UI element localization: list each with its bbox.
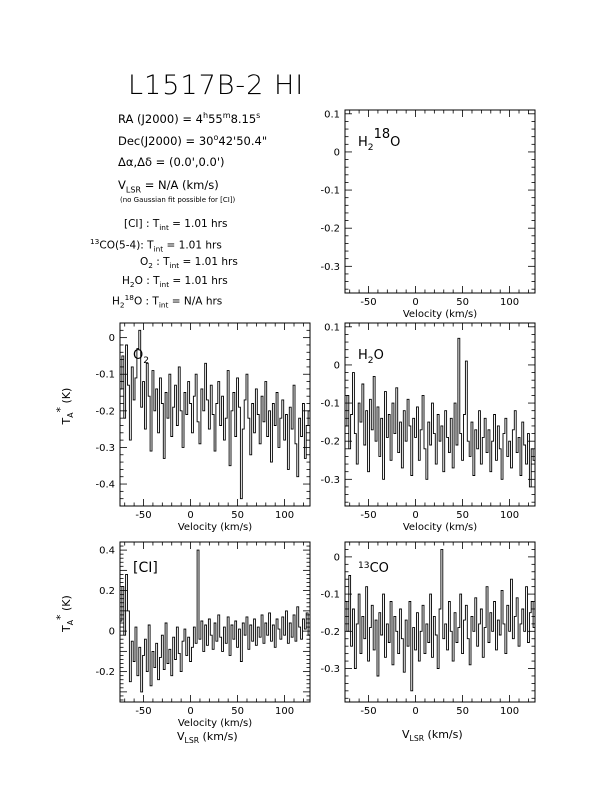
x-tick-label: 100 [275,510,294,521]
y-tick-label: -0.2 [320,437,340,448]
y-tick-label: -0.1 [320,399,340,410]
y-tick-label: -0.1 [95,370,115,381]
species-label: H2O [358,348,384,366]
x-axis-label: Velocity (km/s) [403,522,477,533]
x-axis-label: Velocity (km/s) [178,718,252,729]
y-tick-label: -0.3 [320,262,340,273]
x-tick-label: 50 [231,706,244,717]
panel-frame [119,322,311,507]
y-tick-label: 0 [334,360,340,371]
panel-frame [119,541,311,703]
y-tick-label: -0.2 [320,627,340,638]
x-tick-label: 100 [500,706,519,717]
panel-frame [344,322,536,507]
species-label: 13CO [358,561,389,576]
y-tick-label: 0.1 [324,322,340,333]
x-tick-label: 0 [187,706,193,717]
y-tick-label: -0.2 [95,667,115,678]
spectrum-line-h2o [345,337,535,488]
species-label: O2 [133,348,149,366]
species-label: H218O [358,127,400,153]
x-tick-label: 50 [456,706,469,717]
x-tick-label: 100 [275,706,294,717]
x-tick-label: 50 [456,297,469,308]
y-tick-label: 0 [109,627,115,638]
panel-frame [344,109,536,294]
panel-h218o: -50 0 50 100 0.1 0 -0.1 -0.2 -0.3 Velocity (km/s)… [320,109,536,320]
panel-o2: -50 0 50 100 0 -0.1 -0.2 -0.3 -0.4 Velocity (km/s… [54,322,311,533]
panel-13co: -50 0 50 100 0 -0.1 -0.2 -0.3 VLSR (km/s) 13CO [320,541,536,743]
spectrum-line-o2 [120,329,310,500]
x-tick-label: 50 [456,510,469,521]
y-axis-label: TA* (K) [54,595,75,633]
y-tick-label: 0 [334,147,340,158]
x-tick-label: 0 [187,510,193,521]
x-tick-label: -50 [135,510,151,521]
spectrum-line-ci [120,549,310,693]
x-axis-label: Velocity (km/s) [178,522,252,533]
x-tick-label: -50 [360,706,376,717]
y-tick-label: 0 [334,552,340,563]
x-tick-label: 0 [412,706,418,717]
x-tick-label: 0 [412,297,418,308]
y-tick-label: -0.3 [320,664,340,675]
y-tick-label: -0.4 [95,480,115,491]
x-tick-label: 0 [412,510,418,521]
panel-h2o: -50 0 50 100 0.1 0 -0.1 -0.2 -0.3 Velocity (km/s)… [320,322,536,533]
x-tick-label: -50 [360,510,376,521]
x-tick-label: -50 [135,706,151,717]
y-tick-label: 0 [109,333,115,344]
x-tick-label: 100 [500,510,519,521]
spectrum-line-13co [345,548,535,692]
y-tick-label: -0.3 [95,443,115,454]
panel-frame [344,541,536,703]
y-tick-label: -0.1 [320,186,340,197]
x-axis-label-vlsr: VLSR (km/s) [177,730,238,745]
y-tick-label: 0.1 [324,109,340,120]
x-tick-label: -50 [360,297,376,308]
x-axis-label: Velocity (km/s) [403,309,477,320]
page-title: L1517B-2 HI [128,70,305,101]
y-tick-label: -0.2 [95,406,115,417]
y-tick-label: 0.2 [99,586,115,597]
y-tick-label: -0.2 [320,224,340,235]
x-axis-label-vlsr: VLSR (km/s) [402,728,463,743]
y-axis-label: TA* (K) [54,388,75,426]
y-tick-label: 0.4 [99,546,115,557]
y-tick-label: -0.1 [320,590,340,601]
species-label: [CI] [133,560,158,576]
x-tick-label: 100 [500,297,519,308]
panel-ci: -50 0 50 100 0.4 0.2 0 -0.2 Velocity (km/s)VLSR … [54,541,311,745]
x-tick-label: 50 [231,510,244,521]
y-tick-label: -0.3 [320,475,340,486]
